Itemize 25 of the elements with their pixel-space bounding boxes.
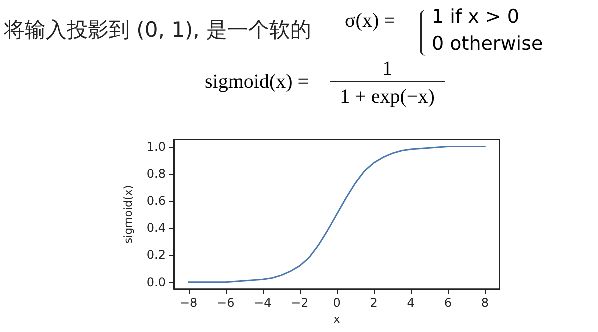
text: 1 if x > 0 — [432, 6, 520, 28]
text: 1 + exp(−x) — [339, 86, 436, 109]
x-tick-label: −2 — [291, 296, 309, 310]
y-tick-label: 1.0 — [146, 140, 166, 154]
x-tick-label: 6 — [444, 296, 452, 310]
x-tick-label: 4 — [407, 296, 415, 310]
text: 0 otherwise — [432, 33, 544, 55]
text: 1 — [330, 58, 445, 82]
y-tick-label: 0.0 — [146, 275, 166, 290]
y-tick-label: 0.4 — [146, 221, 166, 236]
x-tick-label: 0 — [333, 296, 341, 310]
chart-title: 将输入投影到 (0, 1), 是一个软的 — [4, 17, 312, 44]
x-tick-label: 2 — [370, 296, 378, 310]
x-tick-label: 8 — [481, 296, 489, 310]
x-axis-title: x — [334, 313, 341, 326]
x-tick-label: −4 — [254, 296, 272, 310]
y-tick-label: 0.8 — [146, 166, 166, 181]
y-tick-label: 0.2 — [146, 248, 166, 262]
x-tick-label: −6 — [217, 296, 235, 310]
text: sigmoid(x) = — [205, 71, 310, 94]
text: σ(x) = — [345, 10, 396, 33]
y-axis-title: sigmoid(x) — [122, 185, 135, 244]
y-tick-label: 0.6 — [146, 194, 166, 208]
line-series — [188, 146, 486, 284]
x-tick-label: −8 — [180, 296, 198, 310]
